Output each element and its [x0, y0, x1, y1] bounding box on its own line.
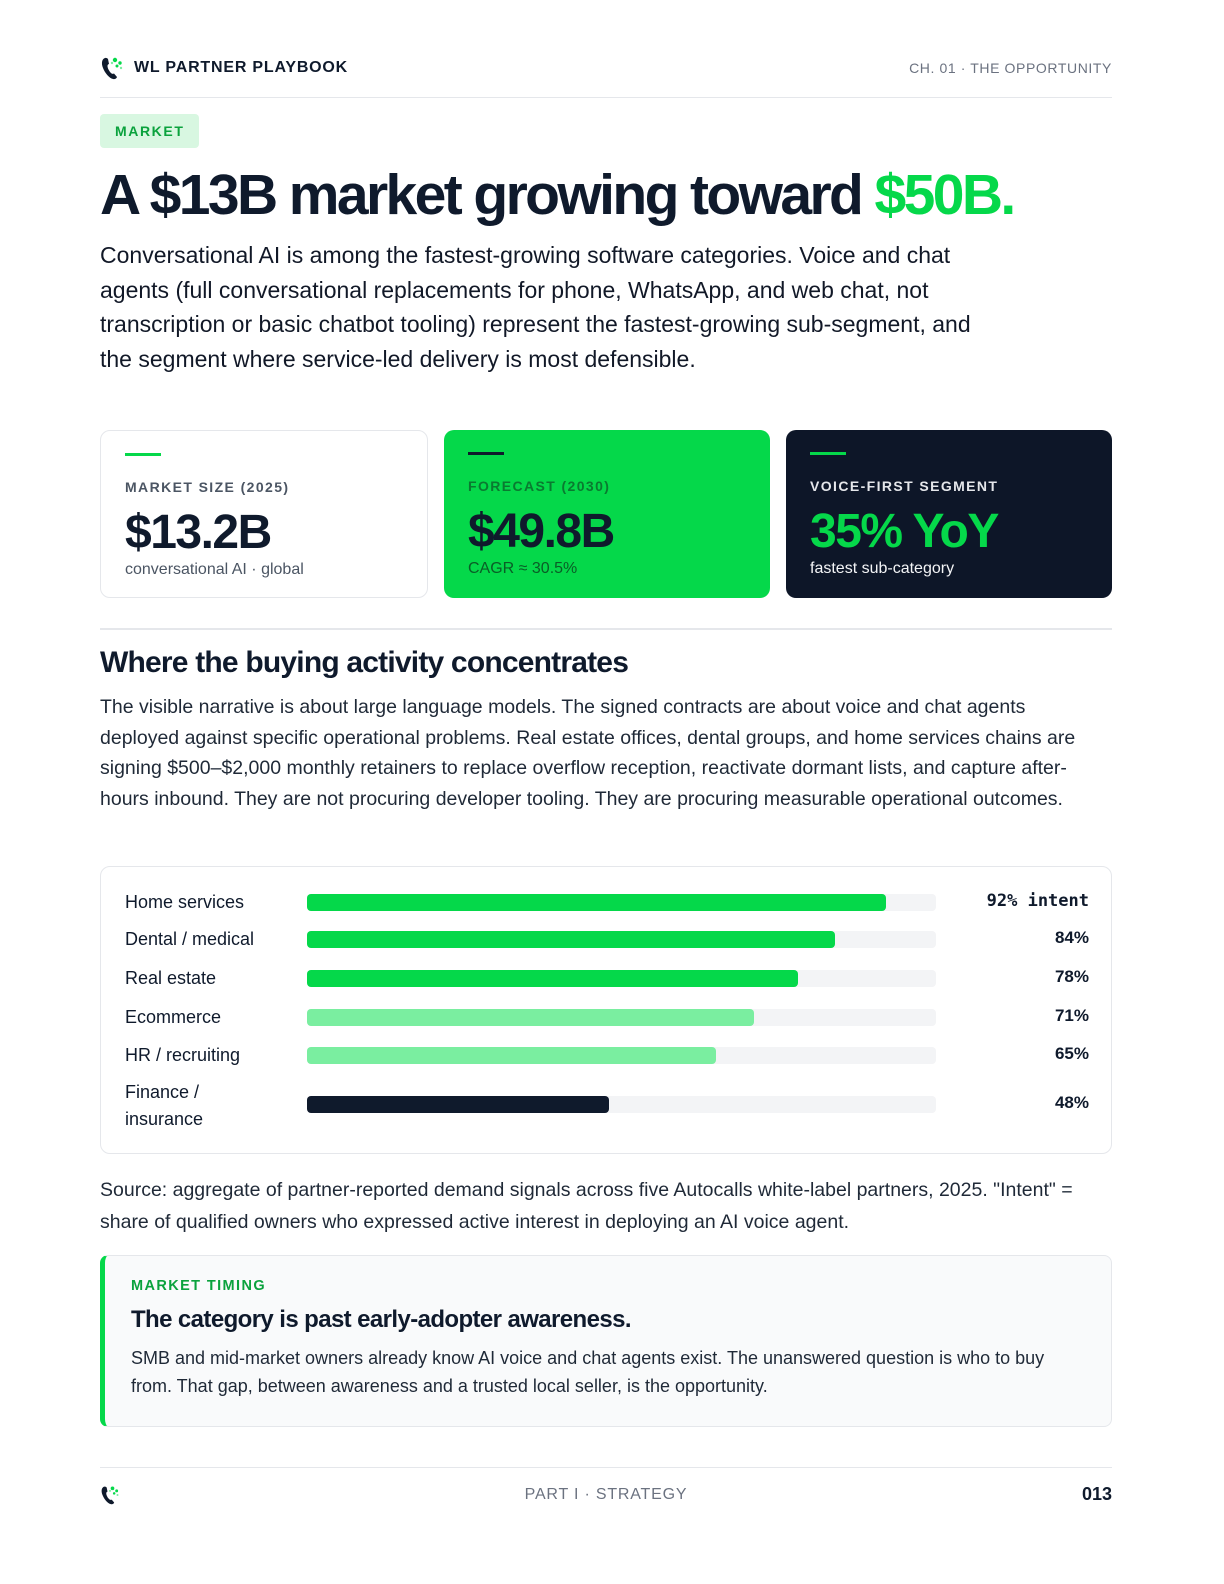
section-body: The visible narrative is about large lan… [100, 696, 1076, 810]
header-divider [100, 97, 1112, 98]
footer-part-label: PART I · STRATEGY [524, 1486, 688, 1503]
card-accent-dash [125, 453, 161, 456]
chart-value-label: 71% [1054, 1006, 1089, 1025]
card-accent-dash [810, 452, 846, 455]
section-tag: MARKET [100, 114, 200, 148]
stat-value: $49.8B [468, 505, 615, 558]
chart-category-label: Real estate [125, 968, 217, 988]
phone-sparkle-icon [100, 1482, 120, 1508]
stat-label: VOICE-FIRST SEGMENT [810, 478, 999, 494]
chart-bar [307, 1047, 716, 1064]
footer-divider [100, 1467, 1112, 1468]
headline-accent: $50B. [874, 163, 1017, 227]
phone-sparkle-icon [100, 54, 124, 82]
chart-bar-track [307, 931, 936, 948]
chart-value-label: 48% [1054, 1093, 1089, 1112]
stat-card-forecast: FORECAST (2030) $49.8B CAGR ≈ 30.5% [444, 430, 770, 598]
chart-bar [307, 1096, 609, 1113]
chart-value-label: 65% [1054, 1044, 1089, 1063]
stat-sub: conversational AI · global [125, 561, 304, 578]
stat-value: 35% YoY [810, 505, 999, 558]
chart-value-label: 78% [1054, 967, 1089, 986]
intent-bar-chart: Home services 92% intent Dental / medical 8… [100, 866, 1112, 1154]
chart-bar [307, 931, 835, 948]
chart-category-label: HR / recruiting [125, 1045, 241, 1065]
chart-bar-track [307, 1047, 936, 1064]
card-accent-dash [468, 452, 504, 455]
section-title: Where the buying activity concentrates [100, 646, 629, 679]
page-footer: PART I · STRATEGY 013 [100, 1482, 1112, 1510]
headline-main: A $13B market growing toward [100, 163, 875, 227]
stat-sub: fastest sub-category [810, 560, 955, 577]
page-number: 013 [1081, 1484, 1112, 1504]
callout-body: SMB and mid-market owners already know A… [131, 1348, 1045, 1396]
chart-category-label: Finance / insurance [125, 1082, 204, 1129]
chart-category-label: Home services [125, 892, 245, 912]
chart-category-label: Ecommerce [125, 1007, 222, 1027]
page-headline: A $13B market growing toward $50B. [100, 160, 1017, 230]
chart-bar-track [307, 894, 936, 911]
chapter-label: CH. 01 · THE OPPORTUNITY [909, 60, 1112, 76]
chart-source-note: Source: aggregate of partner-reported de… [100, 1179, 1073, 1233]
document-page: WL PARTNER PLAYBOOK CH. 01 · THE OPPORTU… [100, 0, 1112, 1584]
chart-category-label: Dental / medical [125, 929, 255, 949]
callout-title: The category is past early-adopter aware… [131, 1306, 631, 1333]
stat-sub: CAGR ≈ 30.5% [468, 560, 578, 577]
page-header: WL PARTNER PLAYBOOK CH. 01 · THE OPPORTU… [100, 52, 1112, 84]
stat-card-voice-first: VOICE-FIRST SEGMENT 35% YoY fastest sub-… [786, 430, 1112, 598]
market-timing-callout: MARKET TIMING The category is past early… [100, 1255, 1112, 1427]
brand: WL PARTNER PLAYBOOK [100, 54, 348, 82]
stat-cards: MARKET SIZE (2025) $13.2B conversational… [100, 430, 1112, 598]
stat-label: FORECAST (2030) [468, 478, 611, 494]
stat-value: $13.2B [125, 506, 272, 559]
chart-bar [307, 1009, 754, 1026]
stat-card-market-size: MARKET SIZE (2025) $13.2B conversational… [100, 430, 428, 598]
chart-bar [307, 894, 886, 911]
chart-value-label: 92% intent [986, 891, 1089, 911]
chart-value-label: 84% [1054, 928, 1089, 947]
section-divider [100, 628, 1112, 630]
brand-name: WL PARTNER PLAYBOOK [134, 59, 349, 76]
chart-bar-track [307, 1009, 936, 1026]
chart-bar [307, 970, 798, 987]
chart-bar-track [307, 1096, 936, 1113]
stat-label: MARKET SIZE (2025) [125, 479, 290, 495]
lead-paragraph: Conversational AI is among the fastest-g… [100, 242, 971, 372]
callout-kicker: MARKET TIMING [131, 1278, 266, 1294]
chart-bar-track [307, 970, 936, 987]
